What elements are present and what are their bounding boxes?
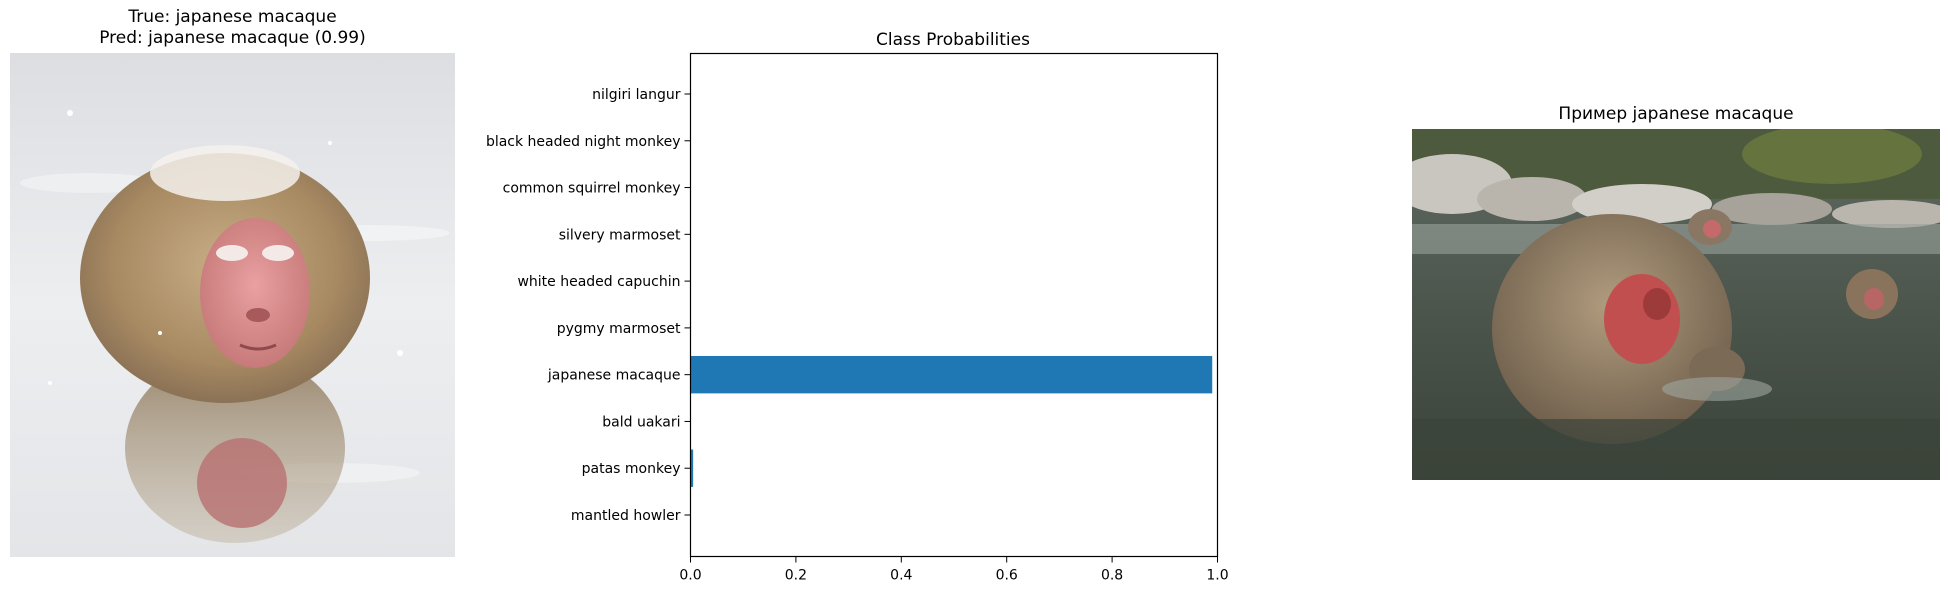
- y-tick-label: patas monkey: [582, 461, 681, 477]
- pred-label: Pred: japanese macaque (0.99): [99, 28, 366, 48]
- x-tick-label: 0.8: [1101, 568, 1123, 584]
- y-tick-label: common squirrel monkey: [503, 181, 681, 197]
- example-image-title: Пример japanese macaque: [1558, 104, 1794, 124]
- y-tick-label: mantled howler: [571, 508, 681, 524]
- y-tick-label: nilgiri langur: [592, 87, 681, 103]
- plot-frame: [689, 52, 1219, 558]
- x-tick-label: 1.0: [1206, 568, 1228, 584]
- bar-japanese-macaque: [690, 355, 1213, 394]
- y-tick-label: pygmy marmoset: [557, 321, 681, 337]
- y-tick-label: japanese macaque: [547, 368, 681, 384]
- y-tick-label: bald uakari: [602, 414, 680, 430]
- x-tick-label: 0.0: [679, 568, 701, 584]
- chart-title: Class Probabilities: [876, 30, 1030, 50]
- y-tick-label: black headed night monkey: [486, 134, 681, 150]
- x-tick-label: 0.4: [890, 568, 912, 584]
- x-tick-label: 0.2: [785, 568, 807, 584]
- bar-patas-monkey: [690, 449, 694, 487]
- left-image-title: True: japanese macaque Pred: japanese ma…: [10, 7, 455, 49]
- x-tick-label: 0.6: [996, 568, 1018, 584]
- y-tick-label: white headed capuchin: [517, 274, 680, 290]
- y-tick-label: silvery marmoset: [559, 227, 681, 243]
- true-label: True: japanese macaque: [128, 7, 337, 27]
- example-monkey-image: [1412, 129, 1940, 480]
- query-monkey-image: [10, 53, 455, 557]
